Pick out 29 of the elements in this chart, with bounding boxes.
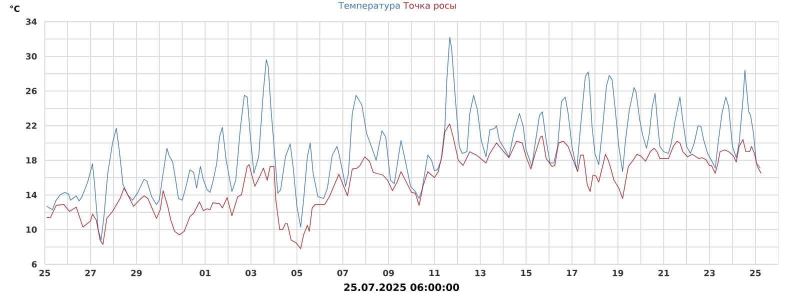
- x-tick-label: 09: [383, 270, 394, 276]
- x-tick-label: 25: [39, 270, 50, 276]
- x-tick-label: 29: [131, 270, 142, 276]
- text: Точка росы: [403, 2, 456, 11]
- y-tick-label: 34: [26, 18, 37, 25]
- text: Температура: [338, 2, 400, 11]
- x-tick-label: 17: [567, 270, 578, 276]
- y-tick-label: 14: [26, 192, 37, 198]
- x-tick-label: 23: [704, 270, 715, 276]
- line-series: [46, 36, 761, 240]
- y-tick-label: 18: [26, 157, 37, 164]
- x-tick-label: 05: [291, 270, 302, 276]
- y-tick-label: 10: [26, 226, 37, 233]
- x-tick-label: 27: [85, 270, 96, 276]
- x-tick-label: 07: [337, 270, 348, 276]
- x-tick-label: 03: [246, 270, 256, 276]
- x-tick-label: 25: [750, 270, 761, 276]
- y-tick-label: 30: [26, 53, 37, 60]
- y-tick-label: 22: [26, 122, 36, 129]
- y-tick-label: 6: [32, 261, 37, 268]
- x-tick-label: 15: [521, 270, 532, 276]
- x-tick-label: 01: [200, 270, 210, 276]
- y-tick-label: 26: [26, 88, 37, 94]
- x-tick-label: 11: [429, 270, 440, 276]
- x-tick-label: 19: [612, 270, 624, 276]
- x-tick-label: 13: [475, 270, 486, 276]
- x-axis-title: 25.07.2025 06:00:00: [344, 284, 460, 292]
- x-tick-label: 21: [658, 270, 669, 276]
- y-axis-title: °C: [10, 6, 20, 12]
